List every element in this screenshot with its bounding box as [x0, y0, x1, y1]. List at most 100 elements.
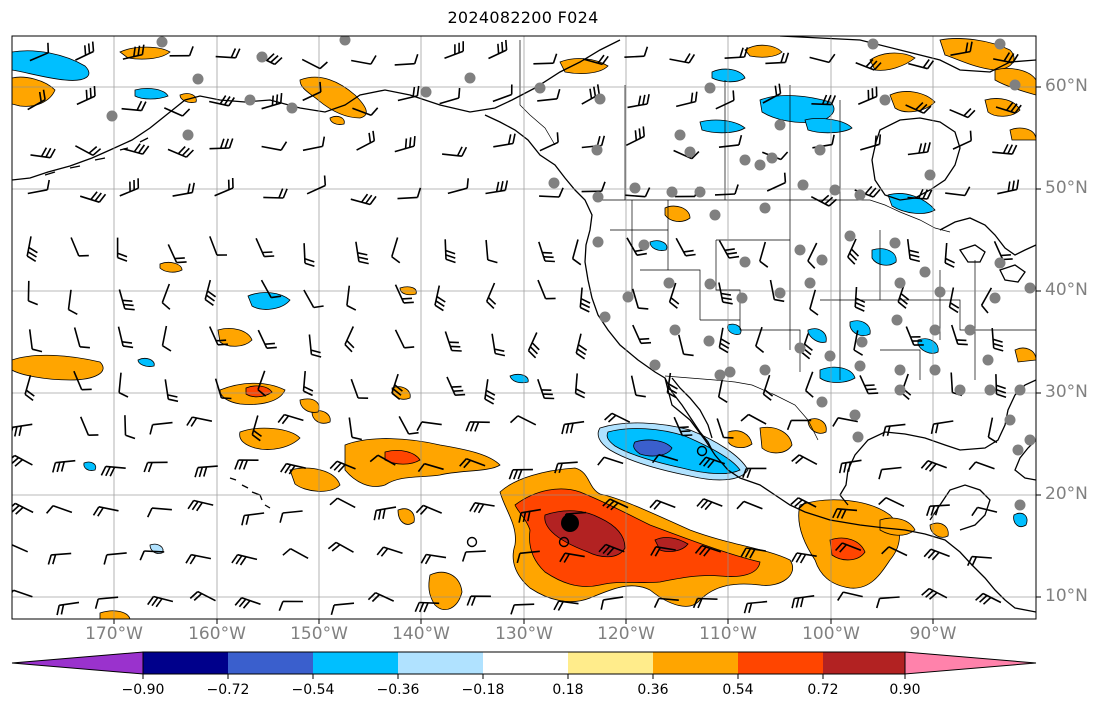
station-dot: [694, 186, 706, 198]
wind-barb: [669, 53, 696, 64]
station-dot: [894, 364, 906, 376]
orange-region: [759, 426, 793, 454]
station-dot: [1014, 384, 1026, 396]
storm-markers: [466, 445, 708, 548]
wind-barb: [459, 457, 486, 469]
wind-barb: [905, 102, 932, 114]
orange-region: [1014, 347, 1036, 363]
wind-barb: [118, 372, 129, 398]
station-dot: [663, 277, 675, 289]
lat-label-60n: 60°N: [1045, 76, 1088, 96]
wind-barb: [369, 454, 396, 466]
wind-barb: [668, 282, 680, 309]
station-dot: [814, 144, 826, 156]
wind-barb: [533, 53, 558, 65]
wind-barb: [791, 552, 817, 564]
wind-barb: [516, 550, 540, 564]
wind-barb: [279, 510, 303, 523]
wind-barb: [878, 466, 902, 480]
wind-barb: [755, 326, 765, 354]
wind-barb: [329, 497, 356, 509]
colorbar-segment: [568, 652, 654, 674]
wind-barb: [185, 553, 212, 565]
station-dot: [856, 336, 868, 348]
wind-barb: [492, 84, 513, 103]
station-dot: [736, 292, 748, 304]
wind-barb: [791, 595, 815, 609]
wind-barb: [209, 138, 234, 150]
wind-barb: [143, 461, 168, 473]
station-dot: [924, 169, 936, 181]
open-circle-marker: [696, 445, 708, 457]
wind-barb: [391, 373, 403, 401]
wind-barb: [765, 52, 790, 65]
colorbar-segment: [228, 652, 314, 674]
wind-barb: [897, 282, 910, 309]
wind-barb: [30, 147, 56, 159]
station-dot: [774, 119, 786, 131]
station-dot: [548, 177, 560, 189]
lon-label-110w: 110°W: [699, 624, 757, 644]
wind-barb: [860, 134, 882, 151]
wind-barb: [717, 377, 728, 403]
wind-barb: [56, 601, 80, 616]
station-dot: [934, 286, 946, 298]
station-dot: [774, 287, 786, 299]
station-dot: [599, 311, 611, 323]
wind-barb: [121, 100, 147, 112]
wind-barb: [952, 130, 972, 150]
wind-barb: [651, 453, 679, 464]
wind-barb: [169, 46, 194, 57]
lon-label-90w: 90°W: [909, 624, 957, 644]
station-dot: [286, 102, 298, 114]
wind-barb: [510, 603, 535, 615]
provincial-borders: [624, 80, 841, 200]
station-dot: [759, 364, 771, 376]
wind-barb: [417, 462, 444, 473]
wind-barb: [420, 553, 447, 565]
wind-barb: [261, 93, 283, 110]
station-dot: [849, 409, 861, 421]
wind-barb: [73, 370, 92, 391]
station-dot: [852, 431, 864, 443]
wind-barb: [416, 421, 442, 432]
wind-barb: [923, 548, 950, 561]
colorbar-lower-extension: [11, 651, 144, 675]
wind-barb: [79, 416, 99, 436]
wind-barb: [598, 543, 625, 556]
orange-region: [159, 262, 183, 273]
station-dot: [879, 94, 891, 106]
wind-barb: [466, 595, 491, 606]
wind-barb: [630, 375, 646, 398]
wind-barb: [302, 81, 322, 102]
station-dot: [984, 384, 996, 396]
wind-barb: [575, 333, 588, 360]
wind-barb: [650, 546, 676, 557]
gridlines: [12, 36, 1036, 619]
wind-barb: [949, 108, 976, 119]
station-dot: [794, 342, 806, 354]
wind-barb: [373, 506, 397, 521]
lon-ticks: [113, 619, 934, 624]
wind-barb: [675, 237, 696, 257]
colorbar-label: −0.90: [121, 682, 165, 698]
lon-label-130w: 130°W: [495, 624, 553, 644]
wind-barb: [123, 143, 150, 155]
wind-barb: [303, 243, 315, 268]
wind-barb: [306, 175, 327, 195]
wind-barb: [485, 180, 509, 195]
colorbar-label: −0.72: [206, 682, 250, 698]
deep-sky-blue-region: [134, 88, 169, 100]
wind-barb: [881, 546, 908, 557]
station-dot: [954, 384, 966, 396]
wind-barb: [853, 330, 864, 356]
wind-barb: [539, 187, 564, 198]
colorbar-upper-extension: [904, 651, 1037, 675]
colorbar-label: −0.54: [291, 682, 335, 698]
wind-barb: [164, 379, 179, 403]
deep-sky-blue-region: [871, 248, 897, 266]
wind-barb: [993, 52, 1019, 64]
wind-barb: [718, 135, 743, 148]
wind-barb: [263, 188, 288, 199]
station-dot: [192, 73, 204, 85]
